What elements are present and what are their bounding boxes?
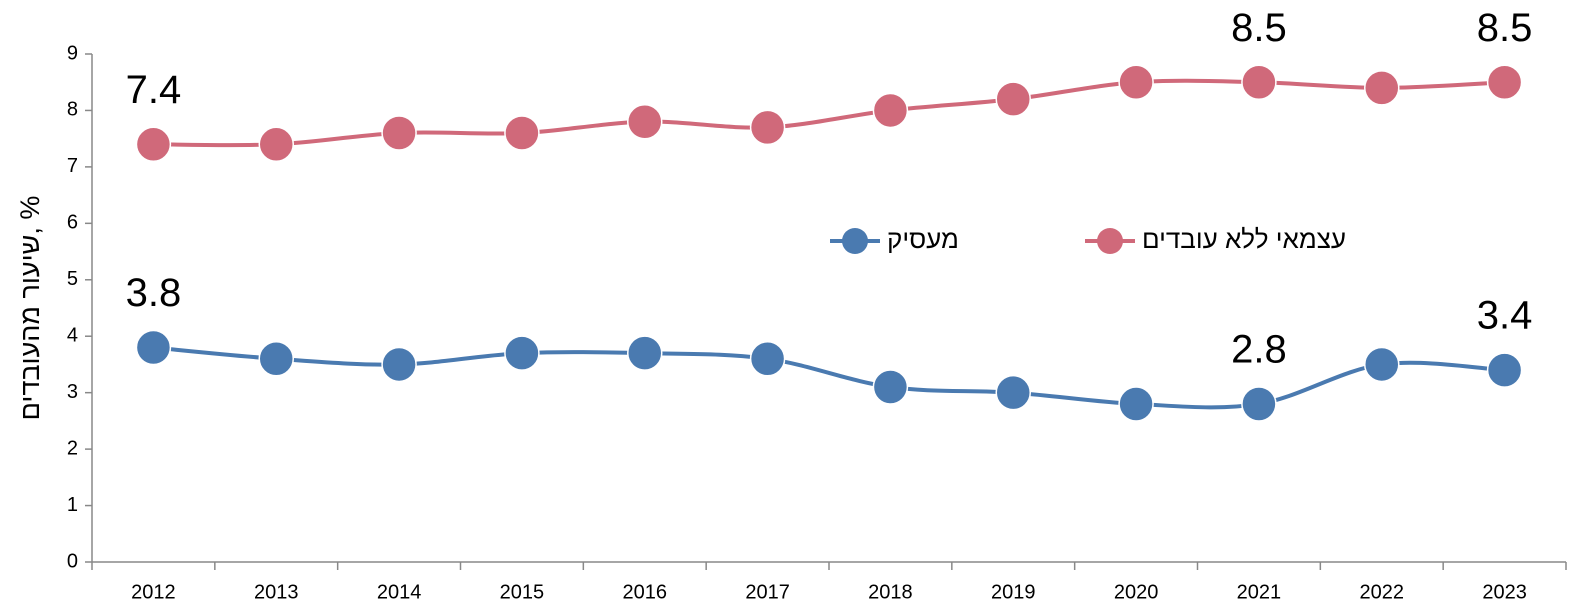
data-label: 8.5 — [1231, 6, 1287, 50]
point — [1241, 386, 1277, 422]
x-tick-label: 2020 — [1114, 581, 1159, 603]
x-tick-label: 2019 — [991, 581, 1036, 603]
point — [258, 126, 294, 163]
point — [381, 115, 417, 151]
point — [749, 341, 786, 377]
point — [1118, 64, 1154, 100]
data-label: 2.8 — [1231, 328, 1287, 372]
data-label: 3.8 — [126, 271, 182, 315]
point — [1364, 70, 1400, 106]
data-label: 3.4 — [1477, 294, 1533, 338]
x-tick-label: 2012 — [131, 581, 176, 603]
point — [135, 126, 172, 163]
point — [504, 335, 540, 371]
point — [872, 92, 909, 129]
data-label: 8.5 — [1477, 6, 1533, 50]
y-tick-label: 9 — [67, 42, 78, 64]
series-line — [153, 345, 1505, 410]
point — [258, 341, 294, 377]
y-tick-label: 1 — [67, 494, 78, 516]
point — [1486, 64, 1523, 100]
point — [504, 115, 540, 151]
point — [1364, 346, 1400, 383]
series-line — [153, 78, 1505, 148]
legend-marker — [842, 228, 868, 254]
x-tick-label: 2016 — [623, 581, 668, 603]
point — [627, 335, 663, 371]
x-tick-label: 2015 — [500, 581, 545, 603]
point — [995, 81, 1031, 117]
point — [627, 103, 663, 140]
point — [1486, 352, 1523, 388]
x-tick-label: 2014 — [377, 581, 422, 603]
y-tick-label: 7 — [67, 155, 78, 177]
y-tick-label: 5 — [67, 268, 78, 290]
point — [1241, 64, 1277, 100]
legend-label: עצמאי ללא עובדים — [1142, 224, 1346, 254]
y-tick-label: 2 — [67, 437, 78, 459]
legend-marker — [1097, 228, 1123, 254]
y-tick-label: 6 — [67, 212, 78, 234]
y-tick-label: 4 — [67, 325, 78, 347]
point — [1118, 386, 1154, 422]
point — [995, 374, 1031, 411]
x-tick-label: 2023 — [1482, 581, 1527, 603]
y-tick-label: 0 — [67, 550, 78, 572]
legend-label: מעסיק — [887, 224, 959, 254]
x-tick-label: 2013 — [254, 581, 299, 603]
data-label: 7.4 — [126, 68, 182, 112]
x-tick-label: 2022 — [1360, 581, 1405, 603]
point — [381, 346, 417, 383]
y-tick-label: 8 — [67, 99, 78, 121]
point — [749, 109, 786, 146]
point — [872, 369, 909, 405]
y-tick-label: 3 — [67, 381, 78, 403]
x-tick-label: 2018 — [868, 581, 913, 603]
x-tick-label: 2021 — [1237, 581, 1282, 603]
x-tick-label: 2017 — [745, 581, 790, 603]
y-axis-label: שיעור מהעובדים, % — [15, 196, 45, 421]
point — [135, 329, 172, 366]
